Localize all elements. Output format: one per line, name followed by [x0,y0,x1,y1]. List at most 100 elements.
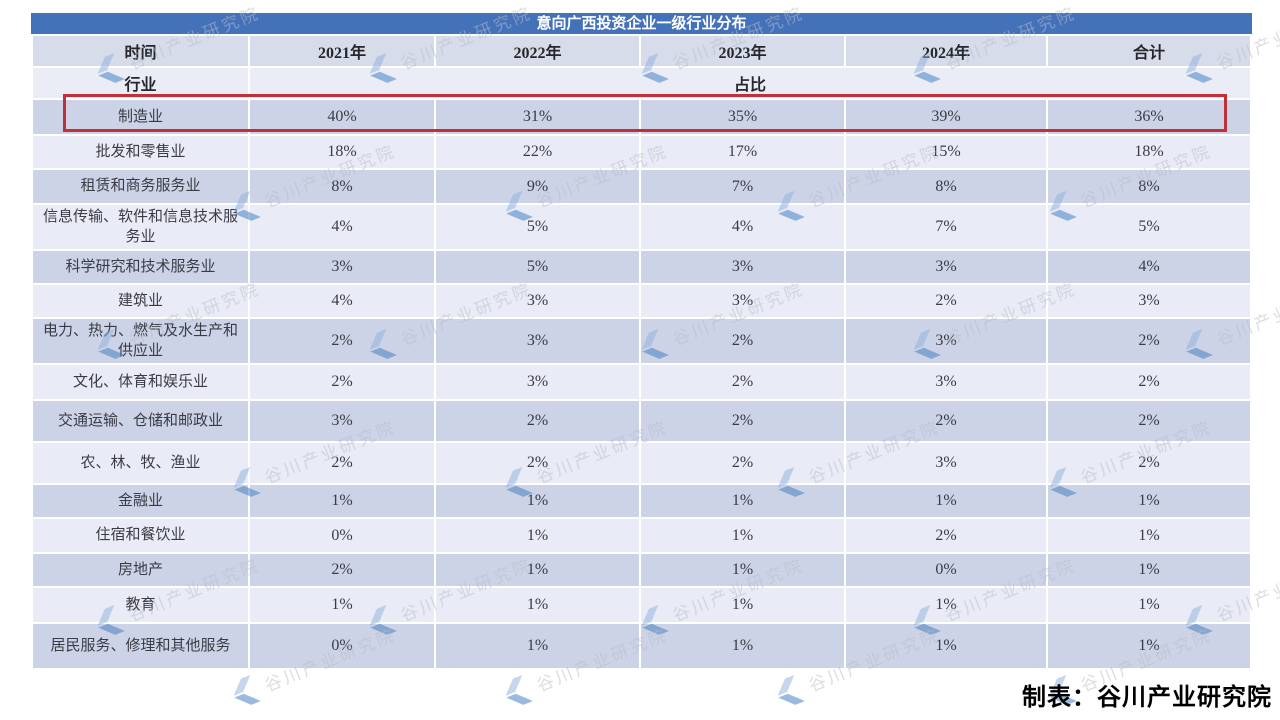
value-cell: 3% [250,401,434,441]
value-cell: 2% [846,519,1046,552]
value-cell: 18% [1048,136,1250,168]
industry-cell: 交通运输、仓储和邮政业 [33,401,248,441]
value-cell: 1% [1048,519,1250,552]
table-row: 电力、热力、燃气及水生产和供应业 2% 3% 2% 3% 2% [33,319,1250,363]
value-cell: 2% [846,401,1046,441]
value-cell: 1% [436,485,639,517]
table-row: 教育 1% 1% 1% 1% 1% [33,588,1250,622]
value-cell: 1% [1048,554,1250,586]
watermark-logo-icon [505,674,533,705]
table-title-bar: 意向广西投资企业一级行业分布 [31,13,1252,34]
table-row: 金融业 1% 1% 1% 1% 1% [33,485,1250,517]
value-cell: 1% [641,588,844,622]
col-header-total: 合计 [1048,36,1250,66]
value-cell: 3% [846,251,1046,283]
value-cell: 3% [250,251,434,283]
value-cell: 1% [436,554,639,586]
table-row: 建筑业 4% 3% 3% 2% 3% [33,285,1250,317]
table-row: 房地产 2% 1% 1% 0% 1% [33,554,1250,586]
table-row: 交通运输、仓储和邮政业 3% 2% 2% 2% 2% [33,401,1250,441]
value-cell: 3% [436,365,639,399]
value-cell: 36% [1048,100,1250,134]
col-header-time: 时间 [33,36,248,66]
value-cell: 4% [250,205,434,249]
table-row: 文化、体育和娱乐业 2% 3% 2% 3% 2% [33,365,1250,399]
industry-cell: 电力、热力、燃气及水生产和供应业 [33,319,248,363]
value-cell: 2% [641,443,844,483]
col-header-industry: 行业 [33,68,248,98]
industry-cell: 房地产 [33,554,248,586]
industry-cell: 建筑业 [33,285,248,317]
value-cell: 15% [846,136,1046,168]
value-cell: 7% [846,205,1046,249]
table-row: 农、林、牧、渔业 2% 2% 2% 3% 2% [33,443,1250,483]
industry-cell: 批发和零售业 [33,136,248,168]
value-cell: 1% [641,624,844,668]
value-cell: 7% [641,170,844,203]
source-caption: 制表：谷川产业研究院 [1022,685,1272,711]
value-cell: 2% [1048,401,1250,441]
industry-cell: 居民服务、修理和其他服务 [33,624,248,668]
industry-cell: 住宿和餐饮业 [33,519,248,552]
value-cell: 1% [436,519,639,552]
table-row: 居民服务、修理和其他服务 0% 1% 1% 1% 1% [33,624,1250,668]
value-cell: 1% [846,485,1046,517]
watermark-logo-icon [233,674,261,705]
value-cell: 2% [250,554,434,586]
value-cell: 9% [436,170,639,203]
value-cell: 1% [1048,485,1250,517]
value-cell: 3% [436,319,639,363]
value-cell: 2% [641,319,844,363]
table-row: 租赁和商务服务业 8% 9% 7% 8% 8% [33,170,1250,203]
col-header-2023: 2023年 [641,36,844,66]
watermark-logo-icon [777,674,805,705]
value-cell: 5% [1048,205,1250,249]
value-cell: 2% [846,285,1046,317]
value-cell: 1% [1048,588,1250,622]
value-cell: 3% [1048,285,1250,317]
value-cell: 17% [641,136,844,168]
value-cell: 0% [846,554,1046,586]
table-title: 意向广西投资企业一级行业分布 [536,15,747,32]
col-header-2022: 2022年 [436,36,639,66]
value-cell: 2% [641,401,844,441]
value-cell: 1% [641,519,844,552]
value-cell: 8% [846,170,1046,203]
industry-cell: 农、林、牧、渔业 [33,443,248,483]
value-cell: 1% [846,624,1046,668]
value-cell: 2% [641,365,844,399]
value-cell: 1% [1048,624,1250,668]
value-cell: 35% [641,100,844,134]
value-cell: 4% [1048,251,1250,283]
value-cell: 4% [250,285,434,317]
industry-cell: 金融业 [33,485,248,517]
table-row: 科学研究和技术服务业 3% 5% 3% 3% 4% [33,251,1250,283]
col-header-2024: 2024年 [846,36,1046,66]
industry-cell: 信息传输、软件和信息技术服务业 [33,205,248,249]
value-cell: 1% [641,554,844,586]
value-cell: 8% [250,170,434,203]
value-cell: 1% [641,485,844,517]
table-row: 信息传输、软件和信息技术服务业 4% 5% 4% 7% 5% [33,205,1250,249]
header-row-share: 行业 占比 [33,68,1250,98]
table-row: 住宿和餐饮业 0% 1% 1% 2% 1% [33,519,1250,552]
value-cell: 3% [641,285,844,317]
value-cell: 5% [436,251,639,283]
industry-cell: 租赁和商务服务业 [33,170,248,203]
value-cell: 1% [250,485,434,517]
industry-cell: 制造业 [33,100,248,134]
value-cell: 39% [846,100,1046,134]
value-cell: 5% [436,205,639,249]
value-cell: 31% [436,100,639,134]
header-row-time: 时间 2021年 2022年 2023年 2024年 合计 [33,36,1250,66]
industry-cell: 教育 [33,588,248,622]
col-header-share: 占比 [250,68,1250,98]
table-row: 批发和零售业 18% 22% 17% 15% 18% [33,136,1250,168]
value-cell: 2% [1048,319,1250,363]
industry-distribution-table: 时间 2021年 2022年 2023年 2024年 合计 行业 占比 制造业 4… [31,34,1252,670]
industry-cell: 科学研究和技术服务业 [33,251,248,283]
table-row-highlighted: 制造业 40% 31% 35% 39% 36% [33,100,1250,134]
value-cell: 2% [1048,443,1250,483]
value-cell: 3% [846,365,1046,399]
